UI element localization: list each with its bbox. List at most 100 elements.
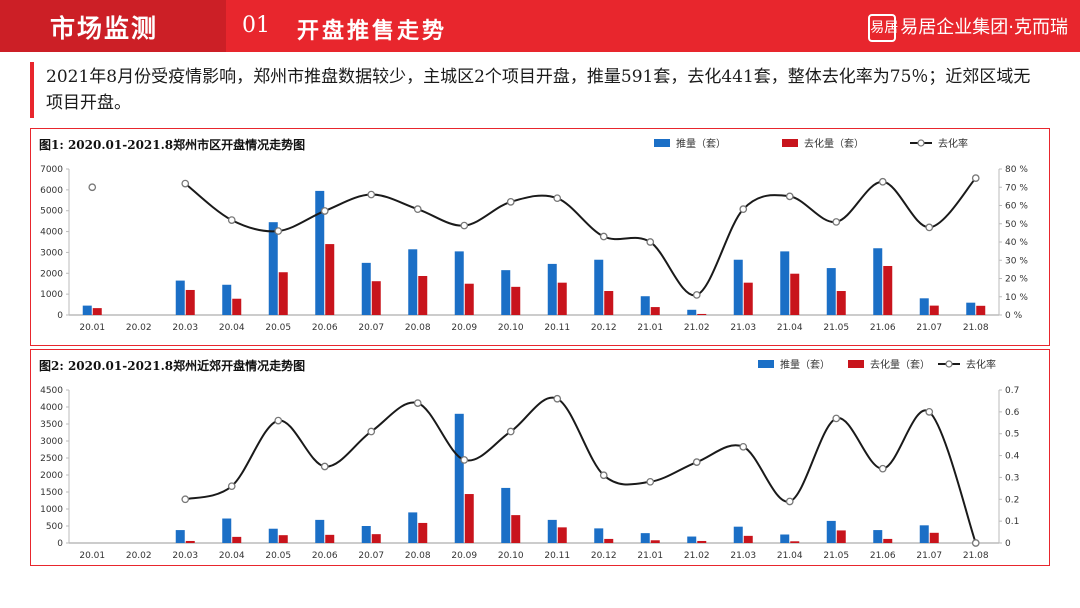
chart-title: 图1: 2020.01-2021.8郑州市区开盘情况走势图 (39, 138, 306, 152)
supply-bar (780, 251, 790, 315)
legend-swatch-supply (654, 139, 670, 147)
x-tick-label: 20.01 (79, 551, 105, 561)
supply-bar (594, 528, 604, 543)
supply-bar (315, 190, 325, 315)
supply-bar (873, 530, 883, 543)
y2-tick-label: 0.2 (1005, 495, 1019, 505)
x-tick-label: 20.05 (265, 551, 291, 561)
y-tick-label: 500 (46, 522, 63, 532)
supply-bar (919, 298, 929, 315)
rate-point (553, 194, 562, 203)
rate-line (184, 177, 977, 297)
sold-bar (697, 313, 707, 315)
y2-tick-label: 0.1 (1005, 517, 1019, 527)
x-tick-label: 21.02 (684, 551, 710, 561)
y2-tick-label: 0 % (1005, 311, 1023, 321)
rate-point (646, 477, 655, 486)
legend-label: 去化率 (938, 137, 968, 150)
rate-point (320, 207, 329, 215)
sold-bar (278, 535, 288, 543)
supply-bar (315, 519, 325, 543)
brand-logo-icon: 易居 (868, 14, 898, 42)
sold-bar (464, 283, 474, 315)
y-tick-label: 1000 (40, 505, 63, 515)
supply-bar (408, 249, 418, 315)
rate-point (832, 218, 841, 226)
rate-point (227, 482, 236, 491)
y2-tick-label: 60 % (1005, 202, 1028, 212)
y2-tick-label: 0 (1005, 539, 1011, 549)
rate-point (274, 227, 283, 235)
y-tick-label: 2500 (40, 454, 63, 464)
supply-bar (873, 248, 883, 315)
supply-bar (175, 280, 185, 315)
y-tick-label: 2000 (40, 269, 63, 279)
y2-tick-label: 40 % (1005, 238, 1028, 248)
sold-bar (278, 272, 288, 315)
rate-point (506, 427, 515, 436)
x-tick-label: 21.02 (684, 323, 710, 333)
x-tick-label: 20.04 (219, 551, 245, 561)
y-tick-label: 4000 (40, 228, 63, 238)
rate-point (367, 190, 376, 199)
sold-bar (929, 305, 939, 315)
y-tick-label: 4000 (40, 403, 63, 413)
rate-point (971, 174, 980, 182)
rate-point (739, 442, 748, 451)
legend-label: 去化量（套） (870, 358, 930, 371)
supply-bar (222, 284, 232, 315)
supply-bar (780, 534, 790, 543)
supply-bar (919, 525, 929, 543)
x-tick-label: 20.02 (126, 323, 152, 333)
sold-bar (557, 282, 567, 315)
supply-bar (175, 530, 185, 543)
legend-swatch-sold (782, 139, 798, 147)
rate-point (739, 205, 748, 214)
x-tick-label: 20.12 (591, 323, 617, 333)
y2-tick-label: 70 % (1005, 183, 1028, 193)
sold-bar (650, 540, 660, 543)
y2-tick-label: 0.5 (1005, 430, 1019, 440)
header-bar: 市场监测 01 开盘推售走势 易居 易居企业集团·克而瑞 (0, 0, 1080, 52)
sold-bar (836, 291, 846, 315)
urban-supply-chart: 0 1000 2000 3000 4000 5000 6000 7000 0 % 10 % 20 %… (40, 137, 1028, 333)
rate-point (181, 179, 190, 188)
y2-tick-label: 0.6 (1005, 408, 1020, 418)
rate-point (599, 471, 608, 480)
legend-label: 去化量（套） (804, 137, 864, 150)
sold-bar (790, 541, 800, 543)
legend-label: 推量（套） (780, 358, 830, 371)
rate-line (184, 396, 977, 544)
sold-bar (185, 540, 195, 543)
summary-accent (30, 62, 34, 118)
y2-tick-label: 0.7 (1005, 386, 1019, 396)
x-tick-label: 21.07 (916, 323, 942, 333)
rate-point (367, 427, 376, 436)
rate-point (460, 221, 469, 230)
sold-bar (185, 289, 195, 315)
rate-point (181, 495, 190, 504)
y-tick-label: 0 (57, 539, 63, 549)
x-tick-label: 21.05 (823, 551, 849, 561)
section-tab: 市场监测 (0, 0, 226, 52)
supply-bar (826, 268, 836, 315)
rate-point (971, 539, 980, 547)
x-tick-label: 20.09 (451, 323, 477, 333)
y-tick-label: 6000 (40, 186, 63, 196)
rate-point (274, 416, 283, 425)
supply-bar (594, 259, 604, 315)
sold-bar (790, 273, 800, 315)
rate-point (878, 464, 887, 473)
supply-bar (966, 302, 976, 315)
rate-point (553, 394, 562, 403)
sold-bar (371, 534, 381, 543)
sold-bar (743, 535, 753, 543)
sold-bar (371, 281, 381, 315)
y2-tick-label: 30 % (1005, 256, 1028, 266)
brand: 易居 易居企业集团·克而瑞 (868, 13, 1068, 42)
x-tick-label: 21.07 (916, 551, 942, 561)
rate-point (460, 456, 469, 464)
supply-bar (826, 520, 836, 543)
sold-bar (418, 522, 428, 543)
brand-name: 易居企业集团·克而瑞 (900, 17, 1068, 38)
